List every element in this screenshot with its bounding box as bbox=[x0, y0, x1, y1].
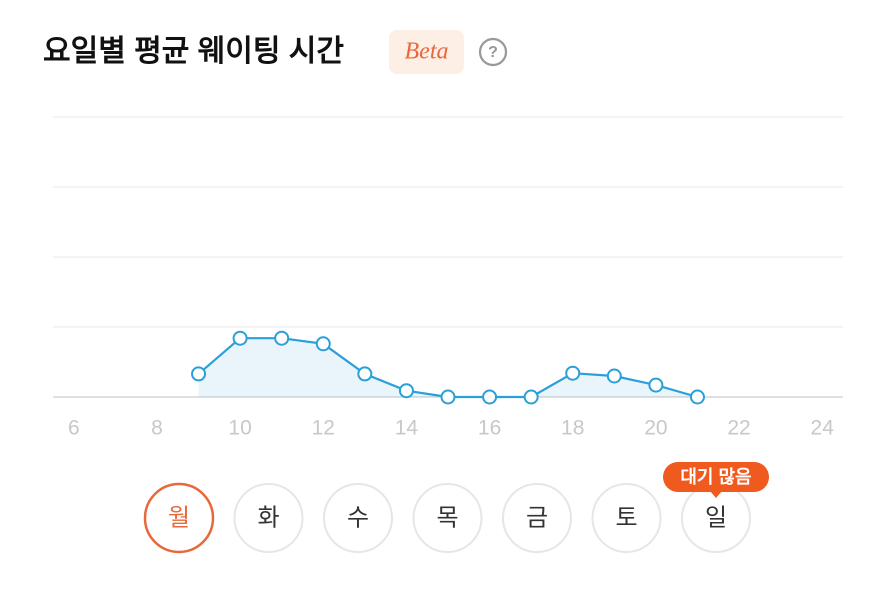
point bbox=[191, 366, 207, 382]
point bbox=[398, 383, 414, 399]
point bbox=[482, 389, 498, 405]
help-icon[interactable] bbox=[478, 37, 508, 67]
day-button[interactable] bbox=[233, 483, 304, 553]
day-label[interactable]: 월 bbox=[168, 504, 190, 531]
day-button[interactable] bbox=[412, 483, 483, 553]
day-label[interactable]: 일 bbox=[705, 504, 727, 531]
x-tick-label: 10 bbox=[228, 417, 251, 440]
x-tick-label: 20 bbox=[644, 417, 667, 440]
tooltip: 대기 많음 bbox=[680, 467, 751, 487]
x-tick-label: 24 bbox=[811, 417, 835, 440]
point bbox=[565, 365, 581, 381]
day-label[interactable]: 목 bbox=[436, 504, 458, 531]
badge-bg bbox=[389, 30, 464, 74]
point bbox=[440, 389, 456, 405]
day-label[interactable]: 수 bbox=[347, 504, 369, 531]
help-text[interactable]: ? bbox=[488, 44, 498, 61]
tooltip-bg bbox=[663, 462, 769, 492]
day-label[interactable]: 토 bbox=[615, 504, 637, 531]
x-tick-label: 22 bbox=[727, 417, 750, 440]
x-tick-label: 14 bbox=[395, 417, 419, 440]
day-button[interactable] bbox=[502, 483, 572, 553]
area bbox=[198, 338, 698, 397]
x-tick-label: 18 bbox=[561, 417, 584, 440]
point bbox=[689, 389, 705, 405]
tooltip-arrow bbox=[710, 491, 722, 498]
x-tick-label: 16 bbox=[478, 417, 501, 440]
day-button[interactable] bbox=[323, 483, 393, 553]
day-label[interactable]: 화 bbox=[257, 504, 279, 531]
x-tick-label: 6 bbox=[68, 417, 80, 440]
point bbox=[648, 377, 664, 393]
point bbox=[357, 366, 373, 382]
point bbox=[606, 368, 622, 384]
point bbox=[315, 336, 331, 352]
point bbox=[523, 389, 539, 405]
day-button[interactable] bbox=[591, 483, 662, 553]
x-tick-label: 12 bbox=[312, 417, 335, 440]
title: 요일별 평균 웨이팅 시간 bbox=[43, 35, 344, 68]
day-button[interactable] bbox=[143, 482, 215, 554]
badge: Beta bbox=[405, 39, 449, 65]
point bbox=[274, 330, 290, 346]
day-label[interactable]: 금 bbox=[526, 504, 548, 531]
point bbox=[232, 330, 248, 346]
x-tick-label: 8 bbox=[151, 417, 163, 440]
